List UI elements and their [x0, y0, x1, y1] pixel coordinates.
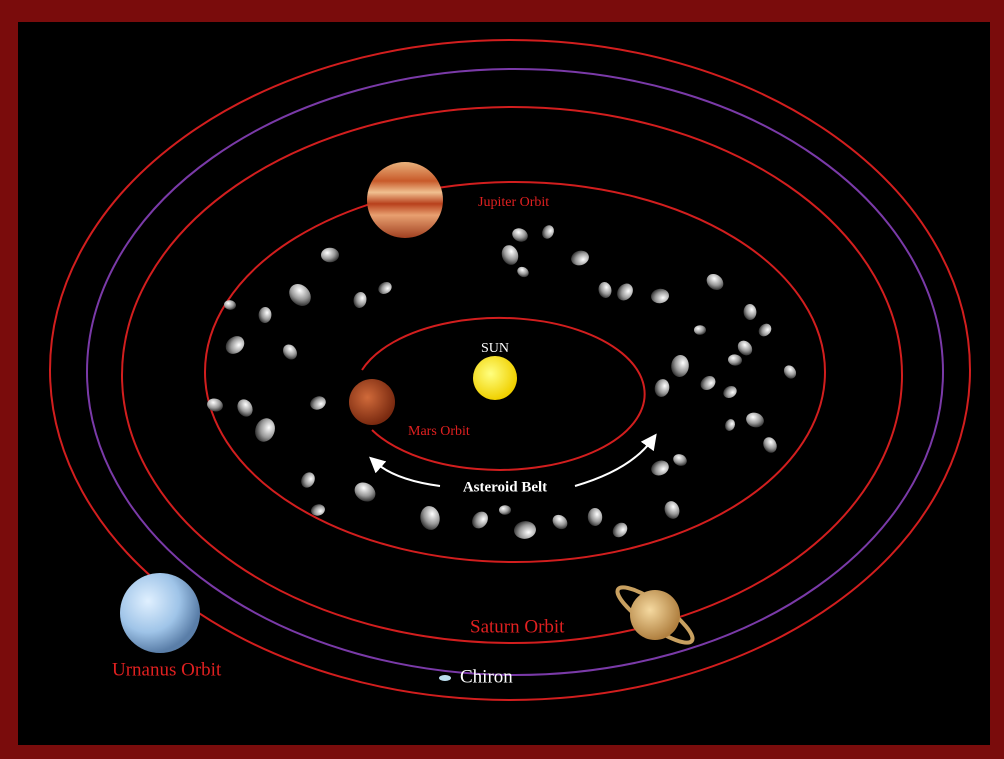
jupiter-orbit	[204, 181, 826, 563]
arrow-left	[369, 456, 441, 487]
saturn	[615, 585, 695, 645]
mars-label: Mars Orbit	[408, 424, 470, 439]
asteroid	[664, 501, 680, 519]
asteroid	[783, 365, 797, 379]
uranus-orbit	[49, 39, 971, 701]
jupiter	[367, 162, 443, 238]
asteroid	[311, 504, 325, 516]
asteroid	[571, 250, 589, 266]
asteroid	[743, 304, 757, 320]
sun	[473, 356, 517, 400]
asteroid	[289, 284, 311, 306]
mars	[349, 379, 395, 425]
asteroid	[728, 354, 742, 366]
asteroid	[514, 521, 536, 539]
chiron	[439, 675, 451, 681]
arrow-right	[574, 433, 657, 487]
asteroid	[737, 340, 753, 356]
uranus	[120, 573, 200, 653]
asteroid	[255, 418, 275, 442]
asteroid	[378, 281, 392, 295]
chiron-label: Chiron	[460, 666, 513, 687]
asteroid	[763, 437, 777, 453]
asteroid	[517, 266, 529, 278]
mars-orbit	[361, 316, 646, 471]
jupiter-label: Jupiter Orbit	[478, 195, 549, 210]
asteroid	[283, 344, 297, 360]
asteroid	[501, 245, 519, 265]
asteroid	[207, 398, 223, 412]
asteroid	[420, 506, 440, 530]
uranus-label: Urnanus Orbit	[112, 659, 222, 680]
asteroid	[321, 247, 339, 263]
asteroid	[225, 336, 245, 354]
asteroid	[651, 460, 669, 476]
asteroid	[258, 307, 272, 323]
sun-label: SUN	[481, 341, 509, 356]
asteroid	[598, 282, 612, 298]
asteroid	[723, 386, 737, 398]
asteroid	[512, 228, 528, 242]
asteroid	[725, 419, 735, 431]
saturn-label: Saturn Orbit	[470, 616, 565, 637]
asteroid	[651, 288, 669, 304]
asteroid-belt	[207, 225, 797, 539]
asteroid	[758, 323, 772, 337]
asteroid	[706, 274, 724, 290]
asteroid	[353, 292, 367, 308]
asteroid	[673, 454, 687, 466]
asteroid	[617, 283, 633, 301]
asteroid	[354, 482, 376, 502]
chiron-orbit	[86, 68, 944, 676]
asteroid	[237, 399, 253, 417]
asteroid	[310, 396, 326, 410]
asteroid	[552, 514, 568, 530]
asteroid	[472, 511, 488, 529]
asteroid	[654, 379, 670, 397]
asteroid	[612, 522, 628, 538]
orbits	[49, 39, 971, 701]
asteroid	[587, 508, 603, 526]
asteroid	[700, 375, 716, 391]
asteroid	[542, 225, 554, 239]
asteroid	[224, 300, 236, 310]
saturn-orbit	[121, 106, 903, 644]
asteroid	[499, 505, 511, 515]
asteroid-label: Asteroid Belt	[463, 479, 547, 495]
asteroid	[746, 412, 764, 428]
asteroid	[301, 472, 315, 488]
asteroid	[694, 325, 706, 335]
asteroid	[671, 355, 689, 377]
